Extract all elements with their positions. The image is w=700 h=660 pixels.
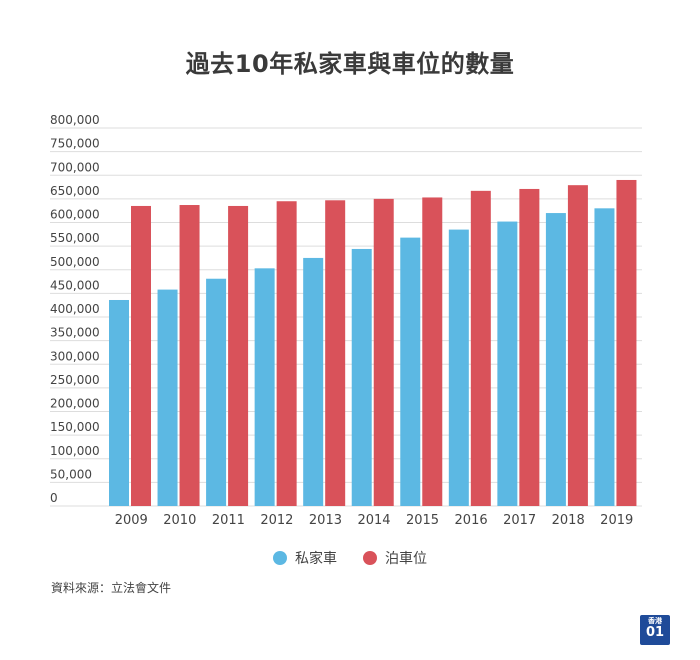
bar-chart: 0 50,000 100,000 150,000 200,000 250,000 300,0…	[50, 113, 642, 528]
y-tick-label: 350,000	[50, 326, 100, 340]
bar-private-car	[351, 248, 372, 506]
y-tick-label: 700,000	[50, 160, 100, 174]
legend-label-private-car: 私家車	[295, 551, 337, 567]
bar-parking-space	[422, 197, 443, 506]
bar-parking-space	[470, 190, 491, 506]
y-tick-label: 500,000	[50, 255, 100, 269]
bar-parking-space	[616, 179, 637, 506]
bar-private-car	[303, 257, 324, 506]
hk01-logo-icon: 香港 01	[640, 615, 670, 645]
source-note: 資料來源：立法會文件	[51, 581, 172, 595]
bar-private-car	[594, 208, 615, 506]
bar-parking-space	[325, 200, 346, 507]
y-tick-label: 550,000	[50, 231, 100, 245]
y-tick-label: 750,000	[50, 137, 100, 151]
bar-parking-space	[276, 201, 297, 507]
x-tick-label: 2018	[552, 513, 585, 528]
legend-item-private-car: 私家車	[273, 548, 337, 568]
bar-private-car	[109, 299, 129, 506]
y-tick-label: 400,000	[50, 302, 100, 316]
logo-text-top: 香港	[648, 617, 662, 625]
bar-private-car	[254, 268, 275, 506]
bar-parking-space	[519, 188, 540, 506]
x-tick-label: 2012	[260, 513, 293, 528]
legend-swatch-private-car	[273, 551, 287, 565]
y-tick-label: 650,000	[50, 184, 100, 198]
x-tick-label: 2017	[503, 513, 536, 528]
bar-parking-space	[567, 185, 588, 507]
x-tick-label: 2013	[309, 513, 342, 528]
y-tick-label: 150,000	[50, 420, 100, 434]
y-tick-label: 0	[50, 491, 58, 505]
bar-private-car	[206, 278, 227, 506]
x-tick-label: 2011	[212, 513, 245, 528]
chart-title: 過去10年私家車與車位的數量	[185, 50, 515, 78]
y-tick-label: 600,000	[50, 208, 100, 222]
x-tick-label: 2010	[163, 513, 196, 528]
legend-item-parking-space: 泊車位	[363, 548, 427, 568]
bar-parking-space	[179, 205, 200, 506]
bar-parking-space	[373, 198, 394, 506]
logo-text-bottom: 01	[645, 625, 665, 640]
y-tick-label: 200,000	[50, 397, 100, 411]
bar-private-car	[497, 221, 518, 506]
bar-private-car	[157, 289, 178, 506]
bar-parking-space	[228, 205, 249, 506]
bar-private-car	[400, 237, 421, 506]
x-tick-label: 2015	[406, 513, 439, 528]
bar-private-car	[448, 229, 469, 506]
y-tick-label: 100,000	[50, 444, 100, 458]
legend-swatch-parking-space	[363, 551, 377, 565]
y-tick-label: 250,000	[50, 373, 100, 387]
chart-legend: 私家車 泊車位	[0, 548, 700, 568]
y-tick-label: 800,000	[50, 113, 100, 127]
bar-parking-space	[131, 205, 151, 506]
legend-label-parking-space: 泊車位	[385, 551, 427, 567]
y-tick-label: 300,000	[50, 349, 100, 363]
y-tick-label: 450,000	[50, 278, 100, 292]
bar-private-car	[545, 213, 566, 507]
x-tick-label: 2009	[115, 513, 148, 528]
x-tick-label: 2014	[357, 513, 390, 528]
x-tick-label: 2019	[600, 513, 633, 528]
y-tick-label: 50,000	[50, 467, 92, 481]
x-tick-label: 2016	[455, 513, 488, 528]
